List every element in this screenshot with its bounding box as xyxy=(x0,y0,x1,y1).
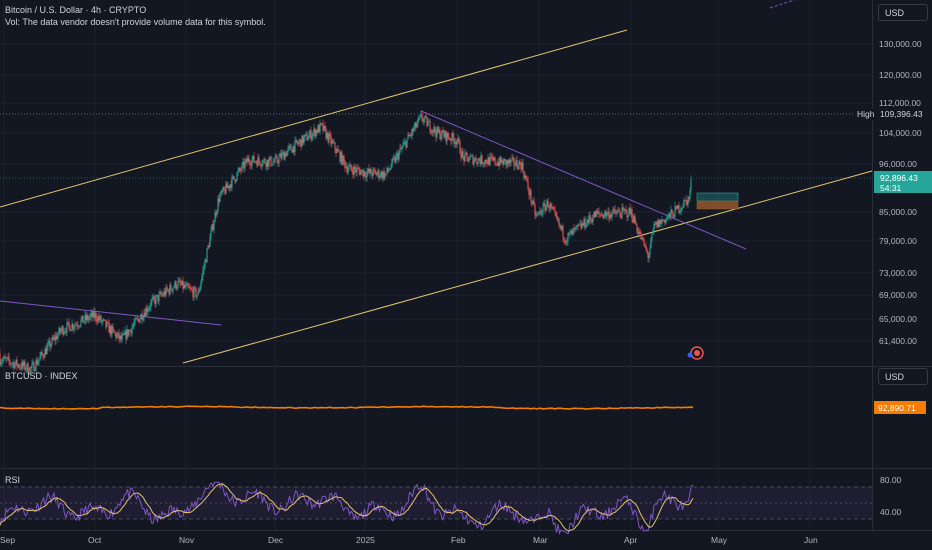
countdown-value: 54:31 xyxy=(880,183,902,193)
time-axis[interactable]: Sep Oct Nov Dec 2025 Feb Mar Apr May Jun xyxy=(0,535,818,545)
trendline-top-fragment[interactable] xyxy=(769,0,800,9)
index-value-badge xyxy=(874,401,926,414)
time-tick-label: May xyxy=(711,535,728,545)
time-tick-label: Nov xyxy=(179,535,195,545)
rsi-tick-label: 80.00 xyxy=(880,475,902,485)
rsi-ma-line xyxy=(0,483,694,532)
volume-note: Vol: The data vendor doesn't provide vol… xyxy=(5,17,266,27)
index-line xyxy=(0,405,694,410)
high-label-bg xyxy=(854,108,932,120)
price-tick-label: 85,000.00 xyxy=(879,207,917,217)
trendline-left[interactable] xyxy=(0,300,222,326)
price-tick-label: 130,000.00 xyxy=(879,39,922,49)
time-tick-label: Apr xyxy=(624,535,637,545)
price-tick-label: 112,000.00 xyxy=(879,98,921,108)
price-tick-label: 73,000.00 xyxy=(879,268,917,278)
price-candles xyxy=(0,110,692,376)
trendline-down[interactable] xyxy=(420,110,747,250)
rsi-line xyxy=(0,481,694,536)
price-tick-label: 120,000.00 xyxy=(879,70,922,80)
time-tick-label: Feb xyxy=(451,535,466,545)
time-tick-label: Sep xyxy=(0,535,15,545)
time-tick-label: Oct xyxy=(88,535,102,545)
rsi-tick-label: 40.00 xyxy=(880,507,902,517)
high-label: High xyxy=(857,109,875,119)
index-pane-title[interactable]: BTCUSD · INDEX xyxy=(5,371,78,381)
price-tick-label: 65,000.00 xyxy=(879,314,917,324)
index-value: 92,890.71 xyxy=(878,403,916,413)
price-tick-label: 69,000.00 xyxy=(879,290,917,300)
event-marker-icon[interactable] xyxy=(687,346,704,360)
index-currency-button[interactable]: USD xyxy=(878,368,928,385)
symbol-title[interactable]: Bitcoin / U.S. Dollar · 4h · CRYPTO xyxy=(5,5,147,15)
channel-upper-line[interactable] xyxy=(0,29,628,208)
price-axis[interactable]: 130,000.00 120,000.00 112,000.00 104,000… xyxy=(879,39,922,346)
channel-lower-line[interactable] xyxy=(182,170,873,364)
time-tick-label: Mar xyxy=(533,535,548,545)
price-tick-label: 61,400.00 xyxy=(879,336,917,346)
currency-button[interactable]: USD xyxy=(878,4,928,21)
price-tick-label: 104,000.00 xyxy=(879,128,922,138)
last-price-value: 92,896.43 xyxy=(880,173,918,183)
projection-box-bottom[interactable] xyxy=(696,200,739,210)
grid xyxy=(0,0,872,530)
time-tick-label: Jun xyxy=(804,535,818,545)
high-value: 109,396.43 xyxy=(880,109,923,119)
projection-box-top[interactable] xyxy=(696,192,739,202)
last-price-badge xyxy=(874,171,932,193)
price-tick-label: 96,000.00 xyxy=(879,159,917,169)
time-tick-label: Dec xyxy=(268,535,284,545)
rsi-pane-title[interactable]: RSI xyxy=(5,475,21,485)
price-tick-label: 79,000.00 xyxy=(879,236,917,246)
time-tick-label: 2025 xyxy=(356,535,375,545)
